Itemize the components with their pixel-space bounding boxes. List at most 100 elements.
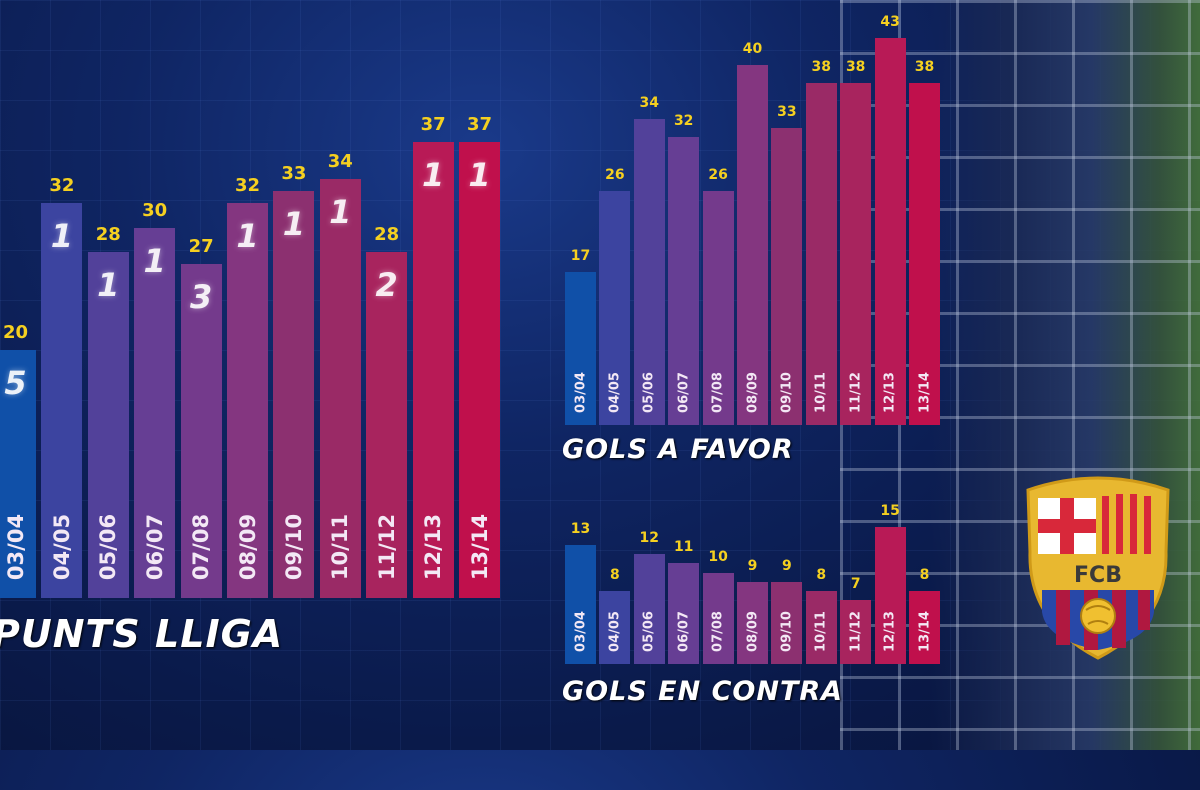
bar-value: 33 (777, 104, 797, 120)
season-label: 11/12 (374, 513, 399, 580)
gols-en-contra-chart: 13 03/04 8 04/05 12 05/06 11 06/07 10 07/08 9 08/09… (565, 0, 945, 664)
season-label: 04/05 (607, 611, 623, 653)
bar-12-13: 37 12/13 1 (412, 114, 454, 598)
bar-11-12: 7 11/12 (840, 576, 872, 664)
bar-value: 8 (816, 566, 827, 583)
bar-value: 38 (811, 59, 832, 75)
season-label: 10/11 (328, 513, 353, 580)
bar-10-11: 34 10/11 1 (319, 151, 361, 598)
bar-06-07: 32 06/07 (668, 113, 700, 425)
league-position: 3 (189, 278, 213, 317)
bar-value: 32 (49, 175, 75, 196)
season-label: 04/05 (49, 513, 74, 580)
season-label: 05/06 (641, 611, 657, 653)
bar-value: 15 (880, 502, 900, 519)
season-label: 03/04 (573, 611, 588, 653)
bar-10-11: 38 10/11 (805, 59, 837, 425)
bar-value: 32 (673, 113, 694, 129)
league-position: 1 (329, 192, 352, 231)
bar-04-05: 26 04/05 (599, 167, 631, 425)
bar-value: 27 (188, 236, 214, 258)
bar-12-13: 43 12/13 (874, 14, 906, 425)
bar-13-14: 38 13/14 (909, 59, 940, 425)
bar-value: 8 (919, 566, 930, 583)
bar-03-04: 13 03/04 (565, 521, 596, 664)
bar-12-13: 15 12/13 (874, 503, 906, 664)
bar-value: 30 (142, 199, 168, 221)
bar-03-04: 20 03/04 5 (0, 322, 36, 598)
bar-value: 28 (374, 224, 400, 245)
bar-09-10: 33 09/10 (771, 104, 803, 425)
season-label: 07/08 (189, 513, 214, 580)
bar-value: 37 (466, 113, 493, 135)
bar-value: 20 (2, 322, 29, 343)
season-label: 05/06 (96, 513, 121, 580)
season-label: 09/10 (779, 611, 795, 653)
bar-value: 17 (570, 248, 591, 264)
league-position: 5 (4, 364, 27, 402)
bar-04-05: 32 04/05 1 (41, 175, 83, 598)
bar-value: 43 (880, 14, 900, 30)
bar-04-05: 8 04/05 (599, 567, 631, 664)
bar-value: 13 (570, 521, 591, 538)
bar-value: 11 (673, 539, 694, 556)
bar-05-06: 34 05/06 (633, 95, 665, 425)
season-label: 13/14 (467, 513, 492, 580)
bar-value: 37 (420, 113, 446, 135)
bar-13-14: 8 13/14 (909, 567, 940, 664)
league-position: 1 (421, 155, 445, 194)
bar-09-10: 9 09/10 (771, 558, 803, 664)
gols-a-favor-chart: 17 03/04 26 04/05 34 05/06 32 06/07 26 07/08 40 08/… (565, 0, 945, 425)
svg-text:FCB: FCB (1074, 563, 1122, 588)
bar-value: 38 (914, 59, 935, 75)
bar-value: 8 (610, 566, 620, 583)
league-position: 1 (236, 217, 259, 255)
bar-value: 38 (845, 59, 866, 75)
bar-07-08: 10 07/08 (702, 549, 734, 664)
bar-value: 12 (639, 530, 660, 547)
bar-value: 26 (605, 167, 625, 183)
league-position: 1 (50, 217, 74, 255)
bar-value: 33 (281, 162, 307, 184)
bar-value: 40 (742, 41, 763, 57)
season-label: 12/13 (421, 513, 446, 580)
season-label: 07/08 (710, 611, 726, 653)
season-label: 09/10 (281, 513, 306, 580)
bar-value: 28 (95, 224, 121, 245)
gols-en-contra-title: GOLS EN CONTRA (562, 676, 844, 707)
bar-value: 10 (708, 548, 728, 565)
bar-08-09: 32 08/09 1 (227, 175, 268, 598)
league-position: 1 (97, 266, 120, 304)
bar-10-11: 8 10/11 (805, 567, 837, 664)
bar-09-10: 33 09/10 1 (273, 163, 315, 598)
punts-lliga-chart: 20 03/04 5 32 04/05 1 28 05/06 1 30 06/07 1 27 07/08 3… (0, 0, 500, 598)
bar-06-07: 30 06/07 1 (134, 200, 176, 598)
punts-lliga-title: PUNTS LLIGA (0, 612, 284, 656)
season-label: 08/09 (745, 611, 760, 653)
bar-value: 34 (639, 95, 660, 111)
bar-11-12: 28 11/12 2 (366, 224, 408, 598)
bar-value: 34 (327, 150, 353, 172)
bar-05-06: 28 05/06 1 (87, 224, 129, 598)
bar-05-06: 12 05/06 (633, 530, 665, 664)
season-label: 13/14 (917, 611, 932, 653)
season-label: 06/07 (676, 611, 692, 653)
bar-07-08: 27 07/08 3 (180, 236, 222, 598)
bar-value: 32 (234, 175, 261, 196)
fcb-crest-icon: FCB (1026, 476, 1170, 660)
bar-value: 9 (782, 557, 792, 574)
league-position: 1 (468, 155, 491, 194)
bar-11-12: 38 11/12 (840, 59, 872, 425)
bar-value: 26 (708, 167, 728, 183)
bar-13-14: 37 13/14 1 (459, 114, 500, 598)
bar-06-07: 11 06/07 (668, 539, 700, 664)
bar-value: 7 (850, 575, 861, 592)
gols-a-favor-title: GOLS A FAVOR (562, 434, 794, 465)
league-position: 1 (282, 204, 306, 243)
bar-03-04: 17 03/04 (565, 248, 596, 425)
bar-08-09: 9 08/09 (737, 558, 768, 664)
season-label: 06/07 (142, 513, 167, 580)
bar-07-08: 26 07/08 (702, 167, 734, 425)
fcb-crest: FCB (1018, 472, 1178, 662)
season-label: 11/12 (848, 611, 864, 653)
